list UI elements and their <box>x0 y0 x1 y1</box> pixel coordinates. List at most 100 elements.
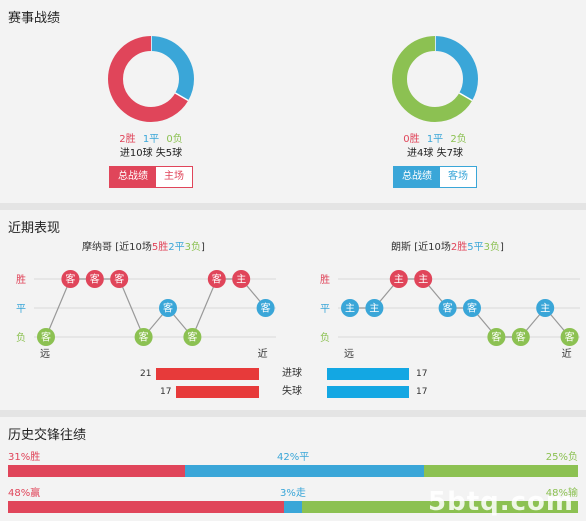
form-result-marker[interactable] <box>37 328 55 346</box>
form-line <box>45 278 267 339</box>
goals-row: 21 进球 17 <box>0 367 586 381</box>
home-record-donut <box>108 36 194 122</box>
away-record: 0胜 1平 2负 进4球 失7球 总战绩 客场 <box>345 34 525 188</box>
home-record-toggle: 总战绩 主场 <box>109 166 193 188</box>
form-venue-label: 主 <box>345 303 355 315</box>
away-goals: 进4球 失7球 <box>407 148 463 159</box>
form-result-marker[interactable] <box>207 270 226 288</box>
h2h-handicap-push-segment <box>284 501 302 513</box>
form-row-label-L: 负 <box>16 331 26 344</box>
tab-total-record[interactable]: 总战绩 <box>394 167 440 187</box>
away-summary-prefix: [近10场 <box>414 242 451 253</box>
h2h-handicap-push-pct: 3%走 <box>280 488 306 499</box>
home-team-name: 摩纳哥 <box>82 242 112 253</box>
away-form-chart: 胜平负主 主主 主客 客客 客主客远近 <box>320 270 580 360</box>
h2h-loss-pct: 25%负 <box>545 452 578 463</box>
form-result-marker[interactable] <box>365 299 384 317</box>
form-venue-label: 客 <box>261 302 271 315</box>
head-to-head-section: 历史交锋往绩 31%胜 42%平 25%负 48%赢 3%走 48%输 5btq… <box>0 417 586 521</box>
away-form-header: 朗斯 [近10场2胜5平3负] <box>391 238 504 253</box>
donut-separator <box>458 92 473 102</box>
form-result-marker[interactable] <box>134 328 153 346</box>
tab-home[interactable]: 主场 <box>156 167 192 187</box>
form-result-marker[interactable] <box>85 270 104 288</box>
watermark: 5btq.com <box>428 487 574 517</box>
h2h-handicap-win-segment <box>8 501 285 513</box>
form-venue-label: 客 <box>212 273 222 286</box>
form-far-label: 远 <box>40 348 50 360</box>
away-form-wins: 2胜 <box>450 242 468 253</box>
tab-away[interactable]: 客场 <box>440 167 476 187</box>
form-venue-label: 客 <box>114 273 124 286</box>
form-venue-label: 客 <box>491 331 501 344</box>
form-result-marker[interactable] <box>256 299 275 317</box>
h2h-result-bar <box>8 465 578 477</box>
away-wins: 0胜 <box>403 134 420 145</box>
h2h-handicap-loss-pct: 48%输 <box>545 488 578 499</box>
home-summary-prefix: [近10场 <box>115 242 152 253</box>
home-goals-bar <box>156 368 259 380</box>
form-result-marker[interactable] <box>110 270 129 288</box>
form-result-marker[interactable] <box>61 270 80 288</box>
form-result-marker[interactable] <box>414 270 433 288</box>
away-goals-bar <box>327 368 409 380</box>
form-venue-label: 主 <box>236 274 246 286</box>
form-row-label-L: 负 <box>320 331 330 344</box>
away-summary-suffix: ] <box>499 242 504 253</box>
form-venue-label: 主 <box>418 274 428 286</box>
form-near-label: 近 <box>562 347 572 360</box>
match-record-section: 赛事战绩 2胜 1平 0负 进10球 失5球 总战绩 主场 0胜 1平 2负 进… <box>0 0 586 203</box>
form-venue-label: 客 <box>163 302 173 315</box>
form-result-marker[interactable] <box>232 270 251 288</box>
away-record-toggle: 总战绩 客场 <box>393 166 477 188</box>
home-goals-value: 21 <box>140 369 152 379</box>
form-venue-label: 主 <box>540 303 550 315</box>
h2h-handicap-bar <box>8 501 578 513</box>
home-form-losses: 3负 <box>184 242 201 253</box>
form-result-marker[interactable] <box>511 328 530 346</box>
away-conceded-value: 17 <box>416 387 428 397</box>
home-wins: 2胜 <box>119 134 136 145</box>
conceded-row: 17 失球 17 <box>0 385 586 399</box>
home-form-draws: 2平 <box>168 242 185 253</box>
form-result-marker[interactable] <box>183 328 202 346</box>
form-venue-label: 客 <box>467 302 477 315</box>
home-draws: 1平 <box>142 134 160 145</box>
form-result-marker[interactable] <box>560 328 579 346</box>
away-form-losses: 3负 <box>483 242 500 253</box>
home-conceded-value: 17 <box>160 387 172 397</box>
section-title: 历史交锋往绩 <box>8 428 87 443</box>
form-venue-label: 主 <box>394 274 404 286</box>
h2h-win-pct: 31%胜 <box>8 452 41 463</box>
home-summary-suffix: ] <box>200 242 205 253</box>
form-result-marker[interactable] <box>341 299 359 317</box>
home-conceded-bar <box>176 386 259 398</box>
h2h-draw-segment <box>184 465 425 477</box>
form-far-label: 远 <box>344 348 354 360</box>
donut-separator <box>174 92 189 102</box>
form-venue-label: 客 <box>90 273 100 286</box>
form-row-label-D: 平 <box>16 304 26 315</box>
h2h-loss-segment <box>424 465 578 477</box>
form-result-marker[interactable] <box>438 299 457 317</box>
form-venue-label: 客 <box>187 331 197 344</box>
home-record-counts: 2胜 1平 0负 <box>61 133 241 147</box>
form-venue-label: 客 <box>139 331 149 344</box>
h2h-handicap-loss-segment <box>301 501 578 513</box>
away-draws: 1平 <box>426 134 444 145</box>
tab-total-record[interactable]: 总战绩 <box>110 167 156 187</box>
form-result-marker[interactable] <box>389 270 408 288</box>
form-row-label-W: 胜 <box>320 274 330 286</box>
form-near-label: 近 <box>258 347 268 360</box>
goals-label: 进球 <box>282 368 302 379</box>
away-losses: 2负 <box>450 134 467 145</box>
form-line <box>350 278 571 338</box>
form-result-marker[interactable] <box>536 299 555 317</box>
home-form-chart: 胜平负 客客客客客客客客 主客远近 <box>16 270 276 360</box>
form-venue-label: 客 <box>516 331 526 344</box>
form-result-marker[interactable] <box>463 299 481 317</box>
form-result-marker[interactable] <box>159 299 177 317</box>
h2h-handicap-win-pct: 48%赢 <box>8 488 41 499</box>
form-row-label-D: 平 <box>320 304 330 315</box>
form-result-marker[interactable] <box>487 328 506 346</box>
